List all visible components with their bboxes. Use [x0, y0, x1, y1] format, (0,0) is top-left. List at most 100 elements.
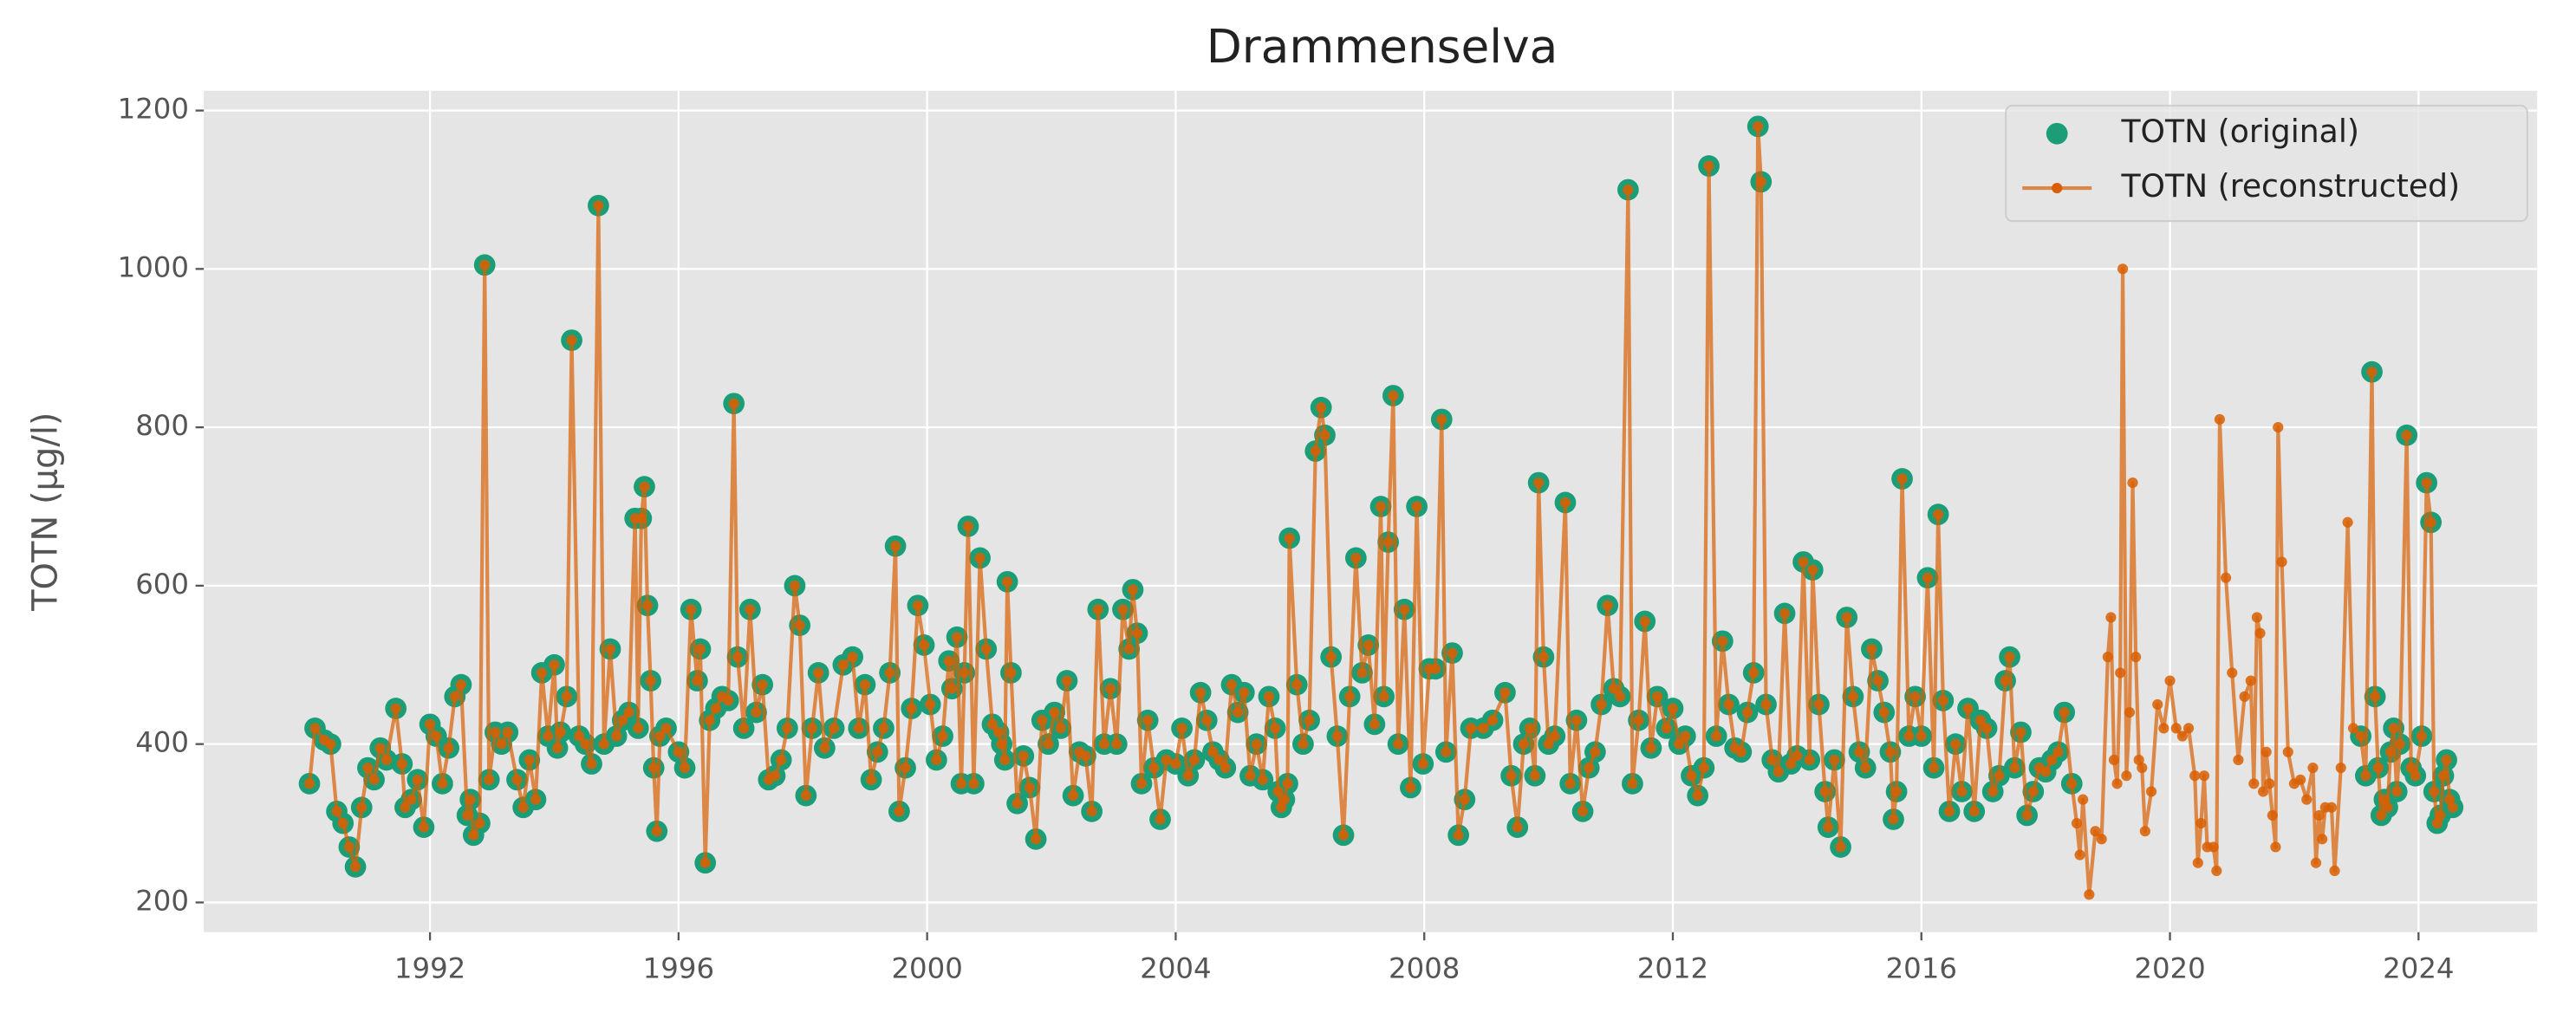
data-point — [517, 802, 529, 813]
data-point — [1962, 703, 1974, 714]
data-point — [418, 821, 430, 833]
data-point — [2124, 707, 2136, 718]
data-point — [1018, 750, 1029, 762]
data-point — [2214, 413, 2225, 425]
data-point — [1061, 675, 1073, 686]
data-point — [1633, 715, 1644, 726]
data-point — [1117, 604, 1129, 615]
data-point — [1436, 413, 1447, 425]
data-point — [2282, 746, 2293, 757]
data-point — [425, 718, 436, 730]
data-point — [2066, 778, 2078, 789]
data-point — [1201, 715, 1213, 726]
data-point — [1282, 778, 1293, 789]
data-point — [412, 774, 423, 785]
data-point — [732, 652, 744, 663]
data-point — [1123, 643, 1135, 655]
data-point — [1807, 564, 1818, 575]
legend: TOTN (original) TOTN (reconstructed) — [2005, 104, 2528, 223]
data-point — [2444, 794, 2456, 805]
data-point — [1937, 695, 1948, 706]
data-point — [1142, 715, 1154, 726]
data-point — [2176, 731, 2188, 742]
data-point — [1263, 691, 1275, 702]
data-point — [1890, 786, 1903, 797]
data-point — [2370, 691, 2381, 702]
data-point — [1356, 667, 1368, 679]
data-point — [1055, 723, 1066, 734]
data-point — [1559, 497, 1571, 509]
x-tick-label: 2004 — [1140, 951, 1211, 984]
data-point — [837, 659, 849, 671]
data-point — [1524, 723, 1536, 734]
data-point — [2355, 731, 2366, 742]
data-point — [776, 754, 787, 766]
data-point — [1853, 746, 1865, 757]
data-point — [1645, 743, 1656, 754]
data-point — [2410, 770, 2421, 782]
data-point — [593, 200, 604, 211]
legend-marker — [2052, 182, 2063, 194]
data-point — [1943, 806, 1955, 817]
data-point — [400, 802, 411, 813]
data-point — [368, 774, 380, 785]
data-point — [1080, 750, 1091, 762]
data-point — [819, 743, 830, 754]
data-point — [2401, 430, 2412, 441]
data-point — [704, 715, 715, 726]
data-point — [1310, 445, 1321, 457]
data-point — [2435, 809, 2446, 821]
data-point — [1841, 612, 1852, 623]
data-point — [738, 723, 750, 734]
data-point — [617, 715, 628, 726]
data-point — [1909, 691, 1921, 702]
data-point — [906, 703, 917, 714]
data-point — [1176, 723, 1187, 734]
data-point — [331, 806, 342, 817]
data-point — [2115, 667, 2126, 679]
data-point — [641, 600, 654, 611]
data-point — [2074, 849, 2085, 860]
data-point — [943, 655, 954, 666]
data-point — [462, 809, 473, 821]
data-point — [1325, 652, 1337, 663]
data-point — [728, 398, 739, 409]
data-point — [566, 334, 577, 346]
data-point — [633, 723, 644, 734]
data-point — [757, 679, 768, 691]
data-point — [1155, 814, 1166, 825]
data-point — [2378, 794, 2390, 805]
data-point — [769, 770, 781, 782]
data-point — [1692, 789, 1703, 802]
data-point — [1220, 762, 1231, 774]
data-point — [474, 817, 485, 829]
data-point — [1888, 814, 1899, 825]
data-point — [1226, 679, 1238, 691]
data-point — [925, 698, 936, 711]
series-line — [307, 124, 2455, 897]
data-point — [2267, 809, 2278, 821]
data-point — [2059, 707, 2070, 718]
data-point — [951, 632, 963, 643]
data-point — [1002, 576, 1013, 588]
data-point — [2335, 762, 2346, 774]
data-point — [1804, 754, 1815, 766]
data-point — [2425, 516, 2436, 528]
x-tick-label: 2016 — [1886, 951, 1957, 984]
data-point — [1748, 667, 1760, 679]
data-point — [2111, 778, 2123, 789]
data-point — [1703, 160, 1714, 172]
data-point — [1239, 687, 1250, 698]
data-point — [2257, 786, 2269, 797]
data-point — [1884, 746, 1896, 757]
data-point — [1798, 556, 1809, 568]
data-point — [1068, 789, 1079, 802]
y-tick-label: 800 — [135, 409, 189, 442]
data-point — [2189, 770, 2201, 782]
data-point — [912, 600, 923, 611]
data-point — [1549, 731, 1560, 742]
data-point — [443, 743, 454, 754]
data-point — [2391, 786, 2403, 797]
data-point — [2276, 556, 2287, 568]
data-point — [2090, 826, 2101, 837]
